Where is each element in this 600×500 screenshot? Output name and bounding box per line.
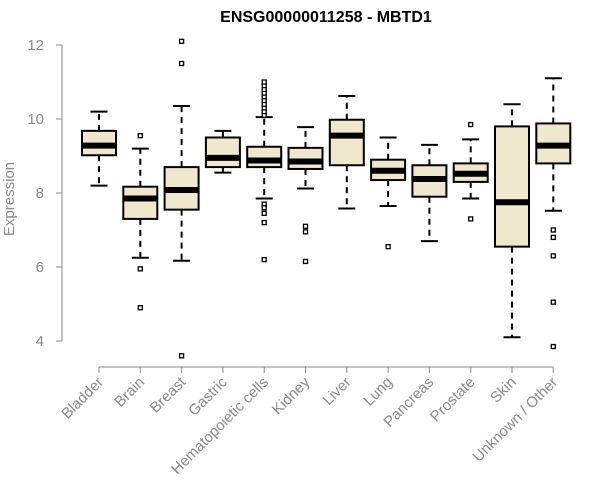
y-axis-label: Expression	[1, 162, 18, 236]
box-iqr	[204, 136, 241, 169]
outlier-point	[178, 353, 185, 359]
y-axis: 4 6 8 10 12	[27, 37, 63, 350]
y-tick-label: 6	[36, 259, 44, 276]
box-iqr	[494, 125, 530, 248]
outlier-point	[261, 210, 267, 217]
y-tick-label: 8	[36, 185, 44, 202]
box-pancreas	[411, 143, 448, 243]
x-tick-label: Liver	[320, 374, 355, 409]
box-group	[81, 38, 572, 359]
x-tick-label: Brain	[111, 374, 148, 411]
box-breast	[163, 38, 200, 359]
outlier-point	[261, 219, 267, 226]
outlier-point	[178, 60, 185, 67]
outlier-point	[137, 305, 143, 311]
outlier-point	[178, 38, 185, 44]
x-tick-label: Kidney	[269, 373, 314, 418]
chart-title: ENSG00000011258 - MBTD1	[220, 9, 432, 26]
box-skin	[494, 103, 530, 339]
box-iqr	[246, 145, 283, 169]
outlier-point	[468, 121, 474, 128]
box-iqr	[287, 146, 324, 170]
box-gastric	[204, 129, 241, 174]
outlier-point	[550, 299, 556, 305]
box-brain	[122, 132, 159, 311]
outlier-point	[261, 205, 267, 211]
outlier-point	[550, 343, 556, 350]
y-tick-label: 4	[36, 333, 44, 350]
box-iqr	[328, 118, 365, 167]
box-hematopoietic-cells	[246, 79, 283, 263]
outlier-point	[302, 258, 309, 265]
x-tick-label: Skin	[487, 374, 520, 407]
box-kidney	[287, 126, 324, 265]
box-prostate	[452, 121, 489, 222]
outlier-point	[550, 253, 556, 259]
box-iqr	[122, 185, 159, 220]
x-tick-label: Lung	[360, 374, 396, 410]
outlier-point	[261, 256, 267, 263]
outlier-point	[468, 216, 474, 222]
box-liver	[328, 95, 365, 210]
x-tick-label: Bladder	[58, 374, 107, 423]
outlier-point	[302, 229, 309, 235]
box-lung	[370, 136, 407, 250]
outlier-point	[302, 223, 309, 229]
outlier-point	[550, 234, 556, 241]
outlier-point	[550, 227, 556, 233]
y-tick-label: 12	[27, 37, 44, 54]
box-unknown-other	[535, 77, 572, 350]
x-tick-label: Prostate	[427, 374, 479, 426]
y-tick-label: 10	[27, 111, 44, 128]
outlier-point	[137, 266, 143, 272]
x-tick-label: Breast	[147, 373, 190, 416]
outlier-point	[385, 243, 391, 250]
outlier-point	[261, 79, 267, 85]
outlier-point	[137, 132, 143, 139]
box-bladder	[81, 110, 117, 187]
